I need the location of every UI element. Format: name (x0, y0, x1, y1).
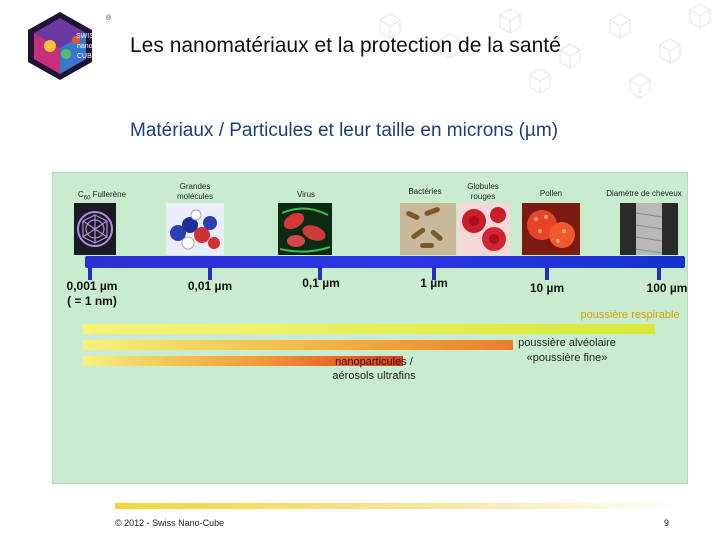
scale-tick (657, 266, 661, 280)
scale-tick (318, 266, 322, 280)
material-label-pollen: Pollen (539, 189, 563, 198)
virus-micrograph-icon (278, 203, 332, 255)
material-label-virus: Virus (296, 190, 316, 199)
scale-value-1um: 1 µm (420, 276, 448, 290)
logarithmic-scale-bar (85, 256, 685, 268)
logo-registered-mark: ® (106, 14, 112, 22)
scale-tick (432, 266, 436, 280)
nanoparticles-range-bar (83, 356, 403, 366)
alveolar-dust-label-line1: poussière alvéolaire (518, 337, 616, 349)
scale-tick (88, 266, 92, 280)
logo-text-swiss: SWISS (76, 33, 99, 40)
respirable-dust-range-bar (83, 324, 655, 334)
scale-tick (545, 266, 549, 280)
page-title: Les nanomatériaux et la protection de la… (130, 34, 561, 57)
molecule-model-icon (166, 203, 224, 255)
pollen-grain-icon (522, 203, 580, 255)
section-subtitle: Matériaux / Particules et leur taille en… (130, 120, 559, 141)
fullerene-cage-icon (74, 203, 116, 255)
footer-divider (115, 503, 685, 509)
scale-value-10um: 10 µm (529, 281, 565, 295)
material-label-hair-diameter: Diamètre de cheveux (606, 189, 682, 198)
bacteria-micrograph-icon (400, 203, 456, 255)
alveolar-dust-range-bar (83, 340, 513, 350)
scale-note-1nm: ( = 1 nm) (67, 294, 117, 308)
scale-value-001um: 0,01 µm (187, 279, 233, 293)
scale-tick (208, 266, 212, 280)
material-label-red-blood-cells: Globules rouges (467, 182, 499, 201)
page-number: 9 (664, 518, 670, 528)
respirable-dust-label: poussière respirable (580, 309, 680, 321)
red-blood-cells-icon (458, 203, 510, 255)
scale-value-01um: 0,1 µm (302, 276, 340, 290)
hair-fiber-icon (620, 203, 678, 255)
logo-text-nano: nano (77, 43, 93, 50)
logo-cube-icon: SWISS nano CUBE ® (28, 12, 112, 80)
logo-text-cube: CUBE (77, 53, 97, 60)
material-label-fullerene: C60 Fullerène (77, 190, 127, 202)
scale-value-100um: 100 µm (646, 281, 688, 295)
footer-copyright: © 2012 - Swiss Nano-Cube (115, 518, 225, 528)
swiss-nano-cube-logo: SWISS nano CUBE ® (20, 10, 115, 80)
nanoparticles-label-line2: aérosols ultrafins (332, 370, 416, 382)
scale-value-0001um: 0,001 µm (66, 279, 118, 293)
alveolar-dust-label-line2: «poussière fine» (526, 352, 608, 364)
material-label-large-molecules: Grandes molécules (176, 182, 213, 201)
material-label-bacteria: Bactéries (408, 187, 442, 196)
cube-pattern-background (379, 3, 711, 99)
nanoparticles-label-line1: nanoparticules / (335, 356, 413, 368)
